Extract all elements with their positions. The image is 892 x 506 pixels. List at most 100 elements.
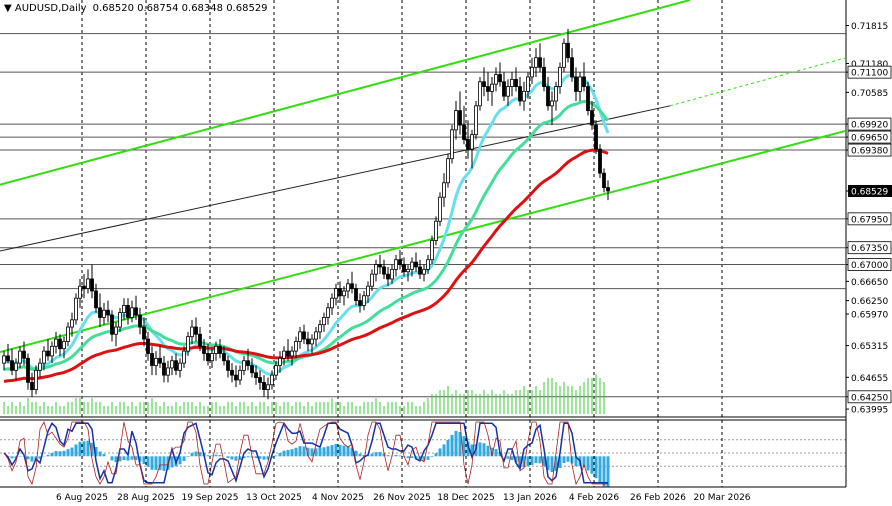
date-axis-label: 28 Aug 2025 <box>117 493 175 503</box>
candle-body <box>50 345 54 357</box>
trend-projection-line <box>669 57 847 107</box>
level-price-label: 0.67000 <box>851 261 888 271</box>
candle-body <box>302 331 306 340</box>
candle-body <box>146 338 150 354</box>
candle-body <box>358 300 362 306</box>
candle-body <box>570 57 574 78</box>
candle-body <box>318 324 322 333</box>
candle-body <box>66 326 70 342</box>
candle-body <box>122 305 126 314</box>
level-price-box <box>847 212 892 226</box>
candle-body <box>522 90 526 102</box>
price-axis-label: 0.63995 <box>851 406 888 416</box>
date-axis-label: 4 Nov 2025 <box>312 493 364 503</box>
candle-body <box>346 283 350 292</box>
candle-body <box>554 86 558 102</box>
candle-body <box>322 317 326 326</box>
candle-body <box>178 362 182 371</box>
candle-body <box>218 345 222 354</box>
candle-body <box>582 76 586 87</box>
candle-body <box>390 268 394 280</box>
candle-body <box>38 362 42 371</box>
candle-body <box>442 182 446 198</box>
candle-body <box>406 268 410 273</box>
candle-body <box>398 259 402 265</box>
indicator-panel <box>0 419 846 488</box>
ma-slow-line <box>3 148 609 383</box>
candle-body <box>114 326 118 335</box>
candle-body <box>402 264 406 273</box>
price-axis-label: 0.64655 <box>851 374 888 384</box>
date-axis-label: 26 Nov 2025 <box>373 493 431 503</box>
candle-body <box>422 268 426 275</box>
candle-body <box>2 355 6 364</box>
level-price-label: 0.69380 <box>851 147 888 157</box>
candle-body <box>14 362 18 371</box>
candle-body <box>478 81 482 107</box>
candle-body <box>458 110 462 126</box>
candle-body <box>26 357 30 383</box>
candle-body <box>6 355 10 362</box>
candle-body <box>590 110 594 126</box>
price-axis-label: 0.70585 <box>851 89 888 99</box>
candle-body <box>526 76 530 92</box>
candle-body <box>182 350 186 364</box>
candle-body <box>486 86 490 92</box>
candle-body <box>498 74 502 83</box>
price-axis-label: 0.65315 <box>851 342 888 352</box>
candle-body <box>126 305 130 318</box>
candle-body <box>170 360 174 369</box>
candle-body <box>454 110 458 131</box>
candle-body <box>282 350 286 359</box>
level-price-box <box>847 241 892 255</box>
candle-body <box>338 288 342 297</box>
current-price-box <box>848 184 892 197</box>
candle-body <box>202 345 206 354</box>
candle-body <box>222 353 226 362</box>
candle-body <box>578 76 582 92</box>
price-axis-label: 0.71815 <box>851 22 888 32</box>
candle-body <box>102 309 106 318</box>
candle-body <box>162 362 166 376</box>
level-price-label: 0.71100 <box>851 69 888 79</box>
candle-body <box>58 338 62 350</box>
candle-body <box>258 377 262 383</box>
trend-mid-line-black <box>0 105 671 252</box>
candle-body <box>342 290 346 297</box>
level-price-box <box>847 117 892 131</box>
candle-body <box>46 350 50 357</box>
candle-body <box>310 338 314 345</box>
candle-body <box>198 333 202 347</box>
candle-body <box>94 290 98 309</box>
candle-body <box>106 309 110 316</box>
date-axis-label: 26 Feb 2026 <box>630 493 686 503</box>
candle-body <box>586 86 590 112</box>
candle-body <box>194 326 198 335</box>
symbol-icon: ▼ <box>4 3 15 14</box>
date-axis-label: 20 Mar 2026 <box>693 493 750 503</box>
candle-body <box>138 314 142 328</box>
price-axis-label: 0.66250 <box>851 297 888 307</box>
candle-body <box>394 259 398 270</box>
candle-body <box>54 338 58 347</box>
candle-body <box>466 139 470 150</box>
date-axis-label: 6 Aug 2025 <box>56 493 108 503</box>
level-price-box <box>847 130 892 144</box>
price-axis-label: 0.66650 <box>851 278 888 288</box>
candle-body <box>474 105 478 136</box>
candle-body <box>82 285 86 289</box>
candle-body <box>210 353 214 362</box>
candle-body <box>470 134 474 150</box>
date-axis-label: 4 Feb 2026 <box>569 493 620 503</box>
candle-body <box>290 350 294 357</box>
candle-body <box>266 384 270 390</box>
date-axis-label: 19 Sep 2025 <box>181 493 238 503</box>
candle-body <box>546 86 550 107</box>
level-price-label: 0.67950 <box>851 215 888 225</box>
candle-body <box>174 360 178 371</box>
level-price-label: 0.64250 <box>851 393 888 403</box>
candle-body <box>186 336 190 352</box>
candle-body <box>606 187 610 192</box>
candle-body <box>494 74 498 85</box>
